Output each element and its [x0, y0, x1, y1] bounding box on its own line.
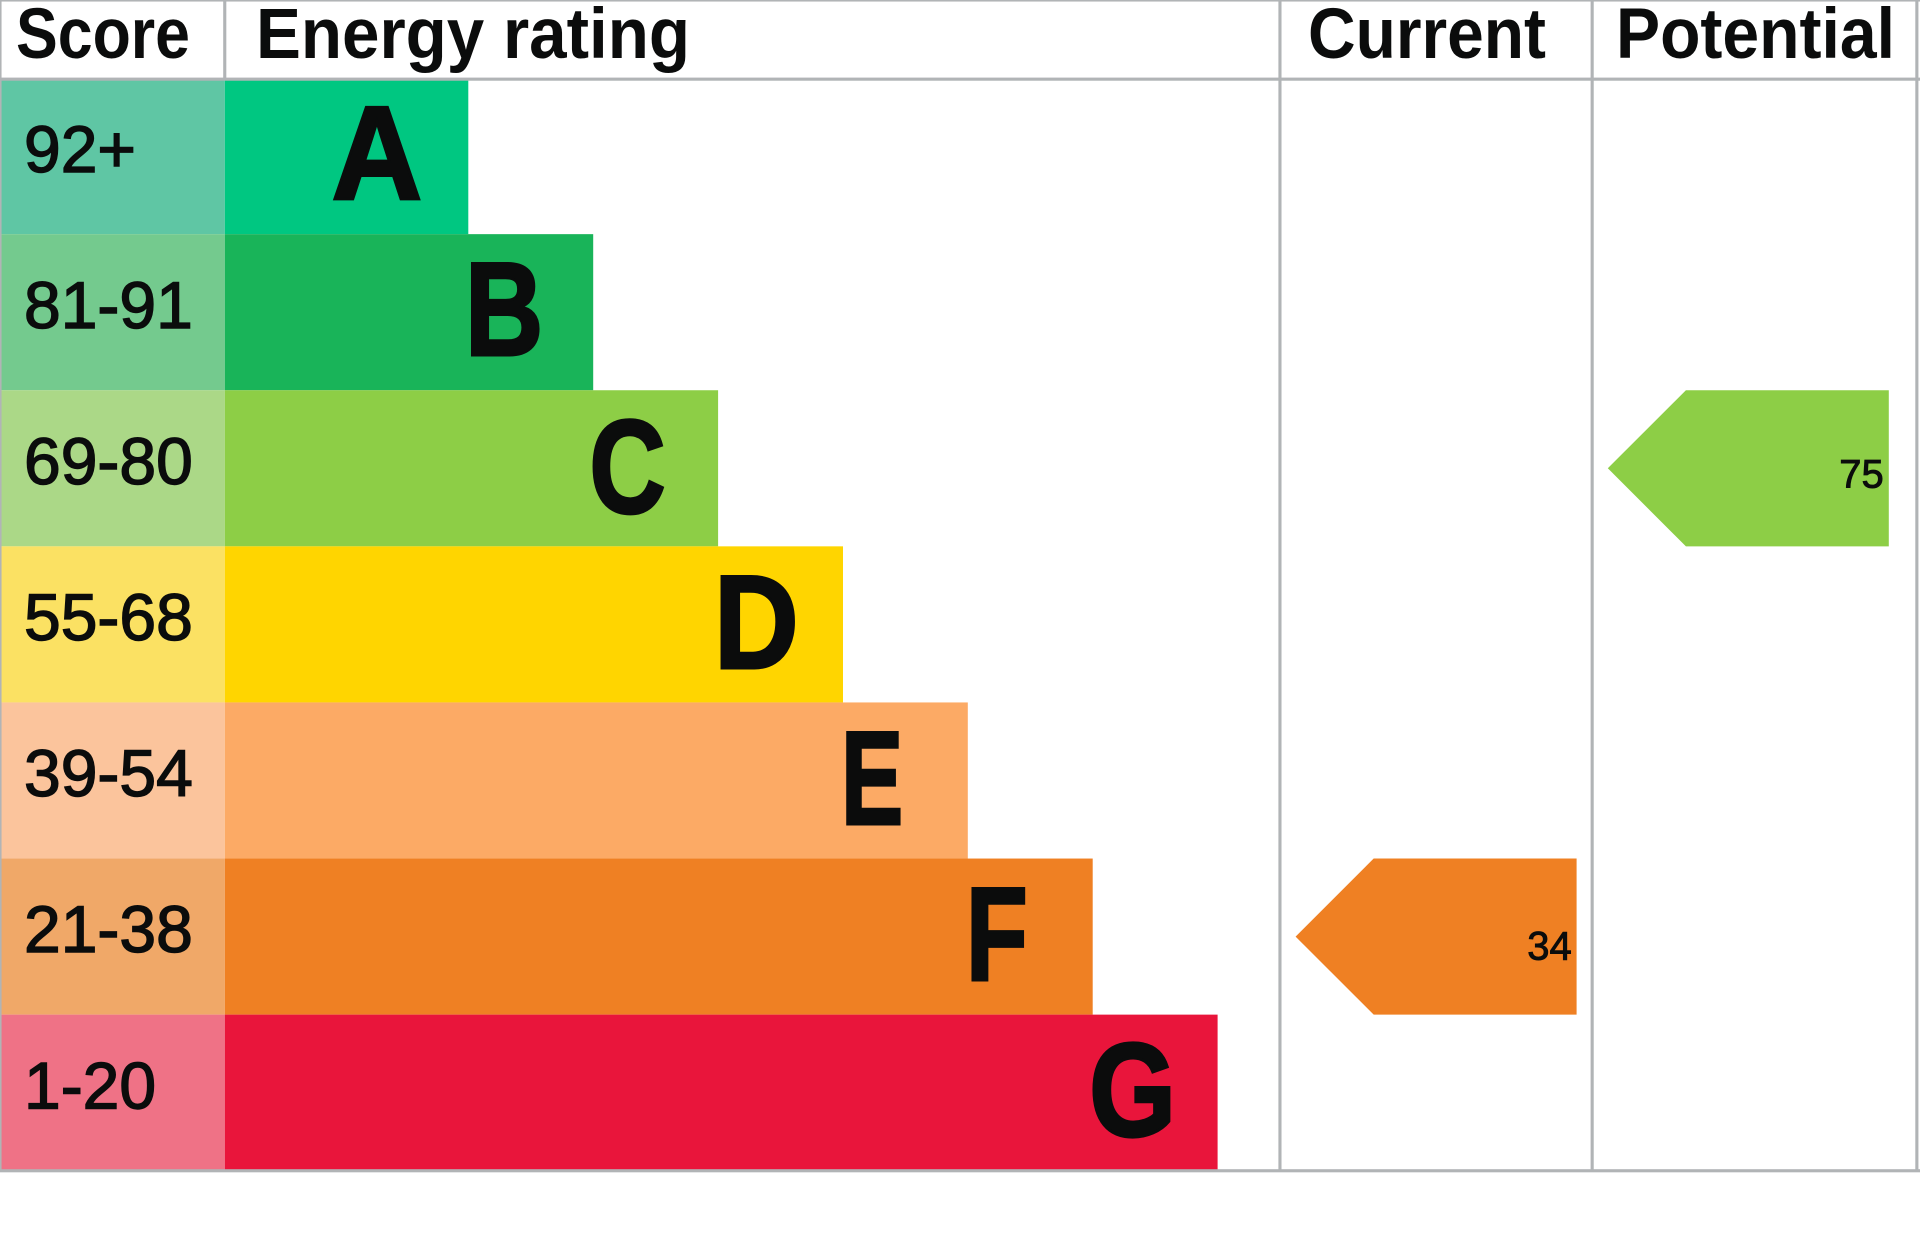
svg-text:Potential: Potential	[1616, 0, 1895, 74]
svg-text:Current: Current	[1308, 0, 1546, 74]
svg-text:A: A	[332, 79, 422, 227]
svg-text:69-80: 69-80	[24, 424, 193, 498]
svg-text:55-68: 55-68	[24, 580, 193, 654]
svg-text:39-54: 39-54	[24, 736, 193, 810]
svg-text:C: C	[589, 393, 665, 541]
svg-text:92+: 92+	[24, 112, 136, 186]
svg-text:21-38: 21-38	[24, 892, 193, 966]
svg-text:81-91: 81-91	[24, 268, 193, 342]
svg-text:E: E	[841, 705, 903, 853]
svg-text:34: 34	[1527, 924, 1572, 968]
svg-text:75: 75	[1839, 453, 1884, 497]
svg-text:G: G	[1089, 1017, 1176, 1165]
svg-text:D: D	[714, 548, 799, 697]
svg-text:F: F	[966, 861, 1028, 1009]
svg-text:Energy rating: Energy rating	[256, 0, 690, 74]
svg-text:B: B	[465, 234, 543, 383]
svg-text:Score: Score	[16, 0, 190, 74]
svg-text:1-20: 1-20	[24, 1048, 156, 1122]
